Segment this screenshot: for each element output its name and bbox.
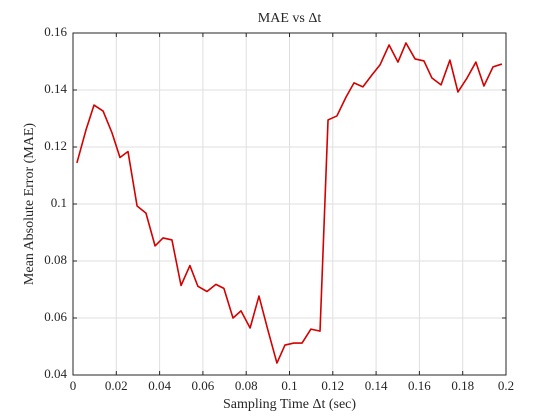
y-tick-label: 0.12 xyxy=(44,138,67,153)
y-tick-label: 0.1 xyxy=(51,195,67,210)
x-tick-label: 0.04 xyxy=(148,378,171,393)
x-tick-label: 0.08 xyxy=(235,378,258,393)
x-tick-label: 0.16 xyxy=(408,378,431,393)
y-tick-label: 0.16 xyxy=(44,24,67,39)
data-line xyxy=(76,42,503,364)
x-axis-label: Sampling Time Δt (sec) xyxy=(223,397,356,412)
axes-box xyxy=(72,32,507,376)
x-tick-label: 0.2 xyxy=(498,378,514,393)
x-tick-label: 0.14 xyxy=(365,378,388,393)
x-tick-label: 0.1 xyxy=(281,378,297,393)
y-tick-label: 0.14 xyxy=(44,81,67,96)
x-tick-label: 0.18 xyxy=(451,378,474,393)
y-tick-label: 0.06 xyxy=(44,309,67,324)
x-tick-label: 0 xyxy=(70,378,77,393)
chart-title: MAE vs Δt xyxy=(258,11,322,26)
y-axis-label: Mean Absolute Error (MAE) xyxy=(22,123,37,285)
y-tick-label: 0.08 xyxy=(44,252,67,267)
x-tick-label: 0.12 xyxy=(321,378,344,393)
x-tick-label: 0.02 xyxy=(105,378,128,393)
y-tick-label: 0.04 xyxy=(44,366,67,381)
x-tick-label: 0.06 xyxy=(192,378,215,393)
